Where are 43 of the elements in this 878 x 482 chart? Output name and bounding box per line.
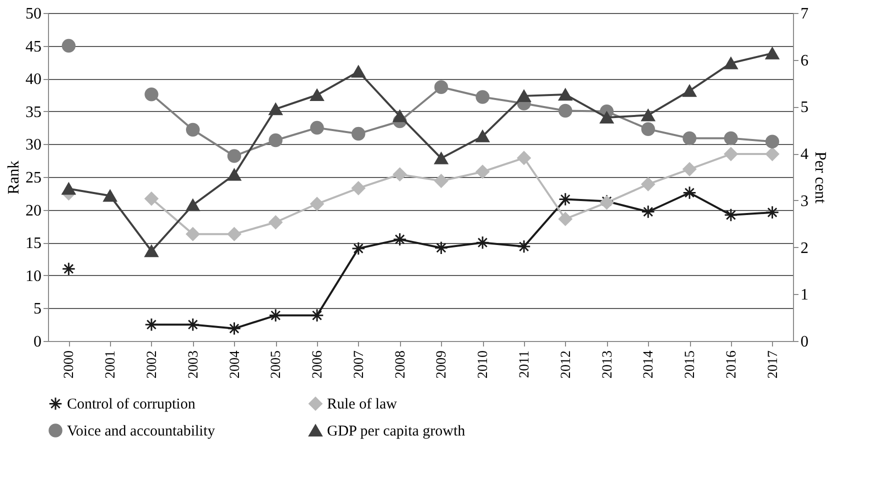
y2-tick-label: 3 [800, 192, 808, 210]
x-tick-label: 2005 [269, 350, 284, 378]
y2-axis-title: Per cent [812, 152, 828, 204]
x-tick-label: 2001 [104, 350, 119, 378]
y-tick-label: 30 [26, 136, 42, 154]
y-tick-label: 5 [34, 300, 42, 318]
y2-tick-label: 2 [800, 240, 808, 257]
y2-tick-label: 5 [800, 99, 808, 116]
y-tick-label: 25 [26, 170, 42, 186]
legend-label: Voice and accountability [67, 424, 216, 440]
x-tick-label: 2002 [144, 350, 160, 378]
y2-tick-label: 0 [800, 334, 808, 350]
y2-tick-label: 4 [800, 146, 808, 164]
x-tick-label: 2012 [558, 350, 574, 378]
y-tick-label: 15 [26, 235, 42, 252]
y-tick-label: 10 [26, 268, 42, 285]
y-tick-label: 0 [34, 334, 42, 350]
y-tick-label: 45 [26, 38, 42, 56]
x-tick-label: 2017 [766, 350, 781, 378]
x-tick-label: 2004 [228, 350, 243, 378]
x-tick-label: 2009 [434, 350, 450, 378]
y2-tick-label: 6 [800, 52, 808, 70]
x-tick-label: 2010 [476, 350, 492, 378]
y2-tick-label: 1 [800, 286, 808, 304]
x-tick-label: 2008 [393, 350, 408, 378]
y-tick-label: 35 [26, 104, 42, 121]
legend-label: Rule of law [327, 396, 398, 413]
legend-label: GDP per capita growth [327, 424, 466, 440]
x-tick-label: 2007 [352, 350, 367, 378]
y-tick-label: 50 [26, 6, 42, 22]
y2-tick-label: 7 [800, 6, 808, 22]
legend-label: Control of corruption [67, 396, 196, 413]
y-tick-label: 40 [26, 71, 42, 88]
x-tick-label: 2013 [600, 350, 616, 378]
x-tick-label: 2006 [310, 350, 326, 378]
x-tick-label: 2014 [642, 350, 657, 378]
y-tick-label: 20 [26, 202, 42, 220]
x-tick-label: 2011 [517, 350, 532, 378]
x-tick-label: 2000 [62, 350, 78, 378]
x-tick-label: 2016 [724, 350, 740, 378]
x-tick-label: 2003 [186, 350, 202, 378]
y-axis-title: Rank [6, 160, 22, 194]
x-tick-label: 2015 [683, 350, 698, 378]
